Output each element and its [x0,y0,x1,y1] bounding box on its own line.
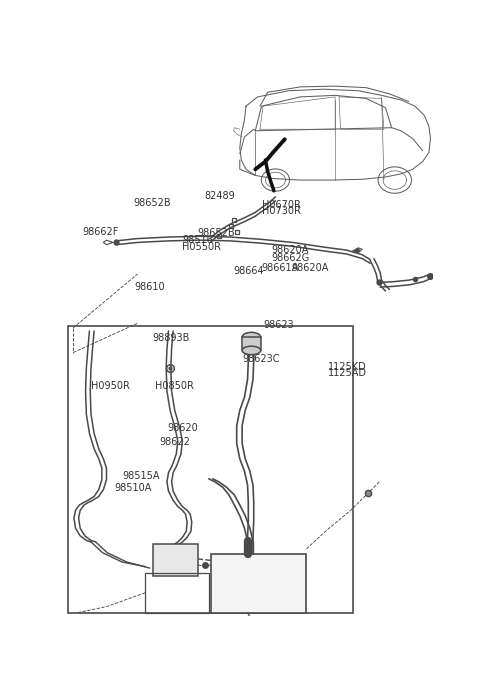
Text: 98516: 98516 [182,235,213,245]
Text: 98610: 98610 [134,282,165,291]
Text: 1125AD: 1125AD [328,368,367,379]
Bar [68,326,353,613]
Text: 98652B: 98652B [197,228,235,238]
Ellipse shape [242,346,261,355]
Text: 82489: 82489 [204,191,235,201]
Text: 1125KD: 1125KD [328,361,367,372]
Ellipse shape [242,332,261,342]
Text: 98510A: 98510A [114,483,152,493]
Text: H0850R: H0850R [155,381,194,391]
Text: H0670R: H0670R [262,199,300,210]
Text: 98662G: 98662G [271,253,310,263]
Text: 98652B: 98652B [133,198,171,208]
Text: 98620: 98620 [168,424,198,433]
Text: 98662F: 98662F [83,227,119,237]
Bar [145,573,209,613]
Bar [242,337,261,350]
Text: 98515A: 98515A [122,471,160,481]
Text: H0730R: H0730R [262,206,300,216]
Text: H0950R: H0950R [91,381,130,391]
Bar [211,554,306,613]
Text: 98664: 98664 [233,266,264,276]
Text: 98622: 98622 [159,437,190,447]
Bar [153,543,198,576]
Text: 98623: 98623 [264,320,295,331]
Text: 98893B: 98893B [152,333,190,343]
Text: 98661A: 98661A [261,264,298,273]
Text: 98620A: 98620A [271,246,309,255]
Text: 98623C: 98623C [242,354,280,364]
Text: 98620A: 98620A [291,264,329,273]
Text: H0550R: H0550R [182,242,221,252]
